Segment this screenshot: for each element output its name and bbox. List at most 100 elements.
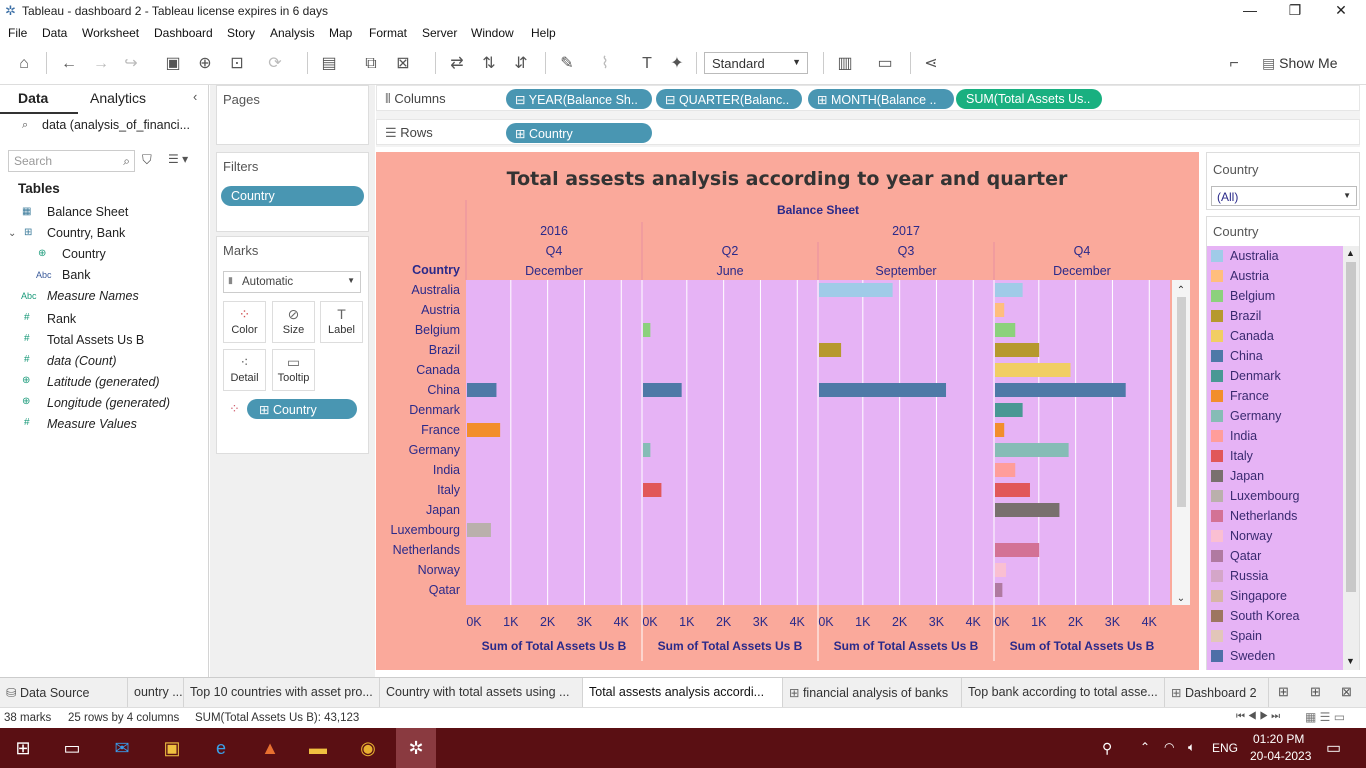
expand-chevron-icon[interactable]: ⌄ bbox=[8, 228, 17, 239]
menu-map[interactable]: Map bbox=[329, 26, 353, 40]
chrome-icon[interactable]: ◉ bbox=[360, 738, 376, 758]
clock-time[interactable]: 01:20 PM bbox=[1253, 732, 1305, 746]
menu-data[interactable]: Data bbox=[42, 26, 68, 40]
detail-button[interactable]: ⁖ Detail bbox=[223, 349, 266, 391]
undo-icon[interactable]: ← bbox=[61, 55, 77, 72]
minimize-button[interactable]: — bbox=[1243, 2, 1257, 18]
field-longitude[interactable]: Longitude (generated) bbox=[47, 396, 171, 410]
swap-icon[interactable]: ⇄ bbox=[450, 55, 464, 72]
tab-top-bank[interactable]: Top bank according to total asse... bbox=[962, 678, 1165, 708]
search-input[interactable]: Search ⌕ bbox=[8, 150, 135, 172]
column-pill-month[interactable]: ⊞ MONTH(Balance .. bbox=[808, 89, 954, 109]
clock-date[interactable]: 20-04-2023 bbox=[1250, 749, 1312, 763]
windows-start-icon[interactable]: ⊞ bbox=[15, 738, 31, 758]
show-me-button[interactable]: ▤ Show Me bbox=[1262, 55, 1337, 72]
pause-updates-icon[interactable]: ⊡ bbox=[230, 55, 244, 72]
wifi-icon[interactable]: ◠ bbox=[1164, 740, 1175, 754]
sort-desc-icon[interactable]: ⇵ bbox=[514, 55, 528, 72]
tab-top10-countries[interactable]: Top 10 countries with asset pro... bbox=[184, 678, 380, 708]
scrollbar-thumb[interactable] bbox=[1346, 262, 1356, 592]
chevron-up-icon[interactable]: ⌃ bbox=[1140, 740, 1151, 754]
size-button[interactable]: ⊘ Size bbox=[272, 301, 315, 343]
filter-pill-country[interactable]: Country bbox=[221, 186, 364, 206]
restore-button[interactable]: ❐ bbox=[1288, 2, 1302, 18]
new-story-tab-icon[interactable]: ⊠ bbox=[1341, 684, 1352, 699]
tab-country-total-assets[interactable]: Country with total assets using ... bbox=[380, 678, 583, 708]
store-icon[interactable]: ▣ bbox=[163, 738, 181, 758]
menu-dashboard[interactable]: Dashboard bbox=[154, 26, 213, 40]
field-measure-names[interactable]: Measure Names bbox=[47, 289, 139, 303]
chart-svg[interactable]: Total assests analysis according to year… bbox=[376, 152, 1199, 670]
close-button[interactable]: ✕ bbox=[1335, 2, 1347, 18]
menu-file[interactable]: File bbox=[8, 26, 28, 40]
rows-shelf[interactable]: ☰ Rows ⊞ Country bbox=[376, 119, 1360, 145]
matlab-icon[interactable]: ▲ bbox=[261, 738, 279, 758]
color-button[interactable]: ⁘ Color bbox=[223, 301, 266, 343]
task-view-icon[interactable]: ▭ bbox=[63, 738, 81, 758]
show-labels-icon[interactable]: T bbox=[642, 55, 652, 72]
file-explorer-icon[interactable]: ▬ bbox=[309, 738, 327, 758]
group-icon[interactable]: ⌇ bbox=[601, 55, 609, 72]
volume-icon[interactable]: 🔈︎ bbox=[1188, 740, 1196, 754]
column-pill-quarter[interactable]: ⊟ QUARTER(Balanc.. bbox=[656, 89, 802, 109]
menu-help[interactable]: Help bbox=[531, 26, 556, 40]
row-pill-country[interactable]: ⊞ Country bbox=[506, 123, 652, 143]
field-country[interactable]: Country bbox=[62, 247, 106, 261]
filter-icon[interactable]: ⛉ bbox=[142, 152, 152, 167]
chart-type-icon[interactable]: ▥ bbox=[837, 55, 853, 72]
menu-analysis[interactable]: Analysis bbox=[270, 26, 315, 40]
field-country-bank[interactable]: Country, Bank bbox=[47, 226, 126, 240]
sort-asc-icon[interactable]: ⇅ bbox=[482, 55, 496, 72]
pages-card[interactable]: Pages bbox=[216, 85, 369, 145]
collapse-pane-icon[interactable]: ‹ bbox=[193, 89, 198, 104]
country-filter-select[interactable]: (All) ▼ bbox=[1211, 186, 1357, 206]
mark-type-select[interactable]: ▮ Automatic ▼ bbox=[223, 271, 361, 293]
field-balance-sheet[interactable]: Balance Sheet bbox=[47, 205, 129, 219]
edge-icon[interactable]: e bbox=[215, 738, 226, 758]
grid-view-icon[interactable]: ▦ ☰ ▭ bbox=[1305, 710, 1346, 724]
presentation-icon[interactable]: ▭ bbox=[877, 55, 893, 72]
highlight-icon[interactable]: ✎ bbox=[560, 55, 574, 72]
notifications-icon[interactable]: ▭ bbox=[1326, 740, 1342, 757]
save-icon[interactable]: ▣ bbox=[165, 55, 181, 72]
format-painter-icon[interactable]: ⌐ bbox=[1229, 55, 1239, 72]
legend-scrollbar[interactable]: ▲ ▼ bbox=[1343, 246, 1359, 670]
tab-analytics[interactable]: Analytics bbox=[90, 90, 147, 106]
column-pill-year[interactable]: ⊟ YEAR(Balance Sh.. bbox=[506, 89, 652, 109]
menu-window[interactable]: Window bbox=[471, 26, 514, 40]
view-options-icon[interactable]: ☰ ▾ bbox=[168, 152, 189, 166]
tableau-taskbar-icon[interactable]: ✲ bbox=[396, 728, 436, 768]
field-rank[interactable]: Rank bbox=[47, 312, 77, 326]
columns-shelf[interactable]: ⦀ Columns ⊟ YEAR(Balance Sh.. ⊟ QUARTER(… bbox=[376, 85, 1360, 111]
scroll-down-icon[interactable]: ▼ bbox=[1346, 656, 1355, 666]
tab-country-sheet[interactable]: ountry ... bbox=[128, 678, 184, 708]
redo-icon[interactable]: → bbox=[93, 55, 109, 72]
tab-data[interactable]: Data bbox=[18, 90, 49, 106]
menu-worksheet[interactable]: Worksheet bbox=[82, 26, 140, 40]
marks-pill-country[interactable]: ⊞ Country bbox=[247, 399, 357, 419]
tab-total-assets-analysis[interactable]: Total assests analysis accordi... bbox=[583, 678, 783, 708]
column-pill-sum-assets[interactable]: SUM(Total Assets Us.. bbox=[956, 89, 1102, 109]
tab-data-source[interactable]: ⛁ Data Source bbox=[0, 678, 128, 708]
field-latitude[interactable]: Latitude (generated) bbox=[47, 375, 160, 389]
menu-story[interactable]: Story bbox=[227, 26, 256, 40]
scroll-up-icon[interactable]: ▲ bbox=[1346, 248, 1355, 258]
menu-format[interactable]: Format bbox=[369, 26, 408, 40]
field-measure-values[interactable]: Measure Values bbox=[47, 417, 137, 431]
language-indicator[interactable]: ENG bbox=[1212, 741, 1239, 755]
clear-sheet-icon[interactable]: ⊠ bbox=[396, 55, 410, 72]
field-total-assets[interactable]: Total Assets Us B bbox=[47, 333, 145, 347]
fit-select[interactable]: Standard ▼ bbox=[704, 52, 808, 74]
label-button[interactable]: T Label bbox=[320, 301, 363, 343]
mail-icon[interactable]: ✉ bbox=[114, 738, 130, 758]
new-dashboard-tab-icon[interactable]: ⊞ bbox=[1310, 684, 1321, 699]
new-worksheet-icon[interactable]: ▤ bbox=[321, 55, 337, 72]
field-bank[interactable]: Bank bbox=[62, 268, 91, 282]
pin-icon[interactable]: ✦ bbox=[670, 55, 684, 72]
menu-server[interactable]: Server bbox=[422, 26, 458, 40]
new-datasource-icon[interactable]: ⊕ bbox=[198, 55, 212, 72]
tab-financial-analysis[interactable]: ⊞ financial analysis of banks bbox=[783, 678, 962, 708]
replay-icon[interactable]: ↪ bbox=[124, 55, 138, 72]
refresh-icon[interactable]: ⟳ bbox=[268, 55, 282, 72]
datasource-name[interactable]: data (analysis_of_financi... bbox=[42, 118, 191, 132]
